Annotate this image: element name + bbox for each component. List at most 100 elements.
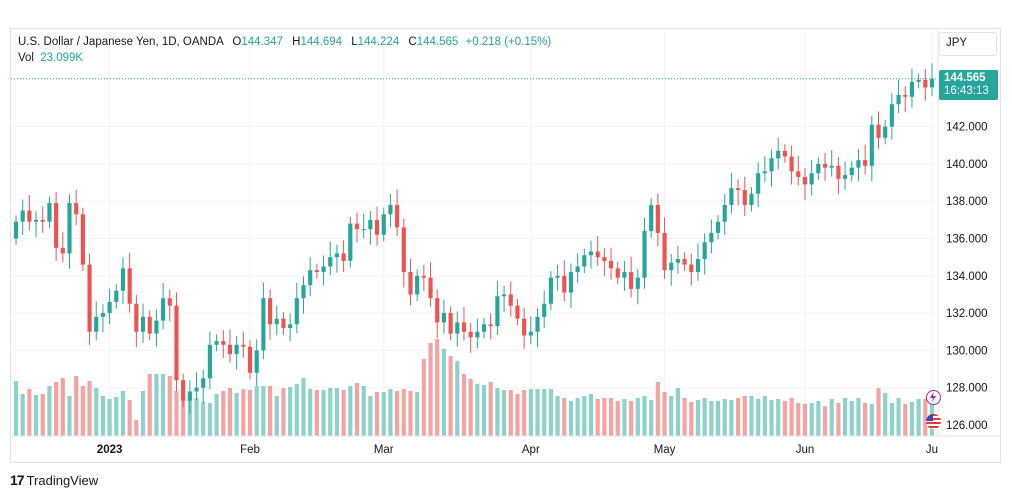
candle[interactable] bbox=[729, 188, 734, 205]
candle[interactable] bbox=[675, 259, 680, 263]
lightning-icon[interactable] bbox=[926, 390, 941, 405]
candle[interactable] bbox=[836, 165, 841, 179]
candle[interactable] bbox=[221, 341, 226, 345]
candle[interactable] bbox=[816, 163, 821, 174]
candle[interactable] bbox=[682, 259, 687, 265]
candle[interactable] bbox=[909, 81, 915, 97]
candle[interactable] bbox=[181, 380, 186, 401]
candle[interactable] bbox=[582, 255, 587, 267]
candle[interactable] bbox=[916, 79, 921, 82]
candle[interactable] bbox=[421, 275, 426, 278]
candle[interactable] bbox=[234, 344, 239, 355]
candle[interactable] bbox=[27, 210, 32, 222]
candle[interactable] bbox=[87, 264, 92, 332]
candle[interactable] bbox=[401, 227, 406, 273]
candle[interactable] bbox=[588, 251, 594, 256]
candle[interactable] bbox=[715, 221, 721, 233]
candle[interactable] bbox=[622, 272, 627, 278]
candle[interactable] bbox=[528, 331, 533, 336]
candle[interactable] bbox=[207, 344, 212, 379]
candle[interactable] bbox=[502, 294, 507, 297]
candle[interactable] bbox=[20, 210, 25, 222]
candle[interactable] bbox=[669, 262, 674, 271]
candle[interactable] bbox=[568, 272, 574, 293]
candle[interactable] bbox=[508, 294, 513, 306]
candle[interactable] bbox=[929, 78, 935, 88]
candle[interactable] bbox=[47, 203, 52, 222]
candle[interactable] bbox=[522, 318, 527, 336]
candle[interactable] bbox=[241, 344, 246, 347]
candle[interactable] bbox=[114, 290, 119, 302]
candle[interactable] bbox=[368, 219, 373, 230]
candle[interactable] bbox=[74, 203, 79, 215]
candle[interactable] bbox=[448, 313, 453, 334]
candle[interactable] bbox=[268, 298, 273, 325]
candle[interactable] bbox=[702, 242, 707, 260]
candle[interactable] bbox=[13, 221, 19, 239]
candle[interactable] bbox=[649, 204, 654, 232]
candle[interactable] bbox=[294, 298, 299, 325]
candle[interactable] bbox=[769, 158, 774, 172]
candle[interactable] bbox=[435, 298, 440, 323]
candle[interactable] bbox=[903, 94, 908, 97]
candle[interactable] bbox=[40, 219, 45, 222]
candle[interactable] bbox=[33, 219, 39, 222]
candle[interactable] bbox=[321, 266, 326, 273]
candle[interactable] bbox=[60, 247, 65, 254]
candle[interactable] bbox=[374, 219, 380, 235]
candle[interactable] bbox=[542, 303, 547, 317]
candle[interactable] bbox=[100, 313, 105, 317]
candle[interactable] bbox=[187, 391, 192, 401]
candle[interactable] bbox=[822, 163, 828, 168]
candle[interactable] bbox=[876, 124, 881, 138]
candle[interactable] bbox=[869, 124, 874, 166]
candle[interactable] bbox=[261, 298, 266, 351]
candle[interactable] bbox=[883, 126, 888, 138]
candle[interactable] bbox=[635, 277, 640, 289]
candle[interactable] bbox=[843, 175, 848, 179]
candle[interactable] bbox=[629, 272, 634, 289]
candle[interactable] bbox=[782, 150, 787, 157]
candle[interactable] bbox=[602, 257, 607, 261]
candle[interactable] bbox=[254, 350, 259, 373]
candle[interactable] bbox=[495, 296, 500, 327]
candle[interactable] bbox=[608, 260, 614, 269]
candle[interactable] bbox=[54, 203, 59, 248]
candle[interactable] bbox=[247, 346, 253, 373]
candle[interactable] bbox=[488, 324, 493, 327]
candle[interactable] bbox=[762, 171, 767, 174]
candle[interactable] bbox=[134, 303, 139, 332]
candle[interactable] bbox=[695, 259, 701, 273]
candle[interactable] bbox=[201, 378, 206, 388]
candle[interactable] bbox=[856, 160, 861, 168]
candle[interactable] bbox=[80, 214, 85, 265]
candle[interactable] bbox=[863, 160, 868, 166]
candle[interactable] bbox=[227, 344, 233, 355]
candle[interactable] bbox=[555, 275, 560, 278]
candle[interactable] bbox=[709, 232, 714, 243]
candle[interactable] bbox=[455, 322, 460, 334]
candle[interactable] bbox=[802, 176, 808, 185]
symbol-title[interactable]: U.S. Dollar / Japanese Yen, 1D, OANDA bbox=[18, 36, 224, 48]
candle[interactable] bbox=[615, 268, 620, 278]
candle[interactable] bbox=[140, 316, 146, 332]
candle[interactable] bbox=[334, 253, 340, 258]
candle[interactable] bbox=[408, 272, 413, 295]
candle[interactable] bbox=[127, 268, 132, 304]
candle[interactable] bbox=[461, 322, 467, 332]
candle[interactable] bbox=[281, 318, 286, 329]
candle[interactable] bbox=[742, 190, 747, 205]
candle[interactable] bbox=[120, 268, 126, 291]
candle[interactable] bbox=[468, 331, 473, 338]
us-flag-icon[interactable] bbox=[926, 414, 941, 429]
candle[interactable] bbox=[107, 301, 112, 314]
candle[interactable] bbox=[655, 204, 660, 233]
candle[interactable] bbox=[575, 266, 580, 273]
candle[interactable] bbox=[809, 173, 814, 185]
candle[interactable] bbox=[889, 104, 894, 127]
candle[interactable] bbox=[749, 193, 754, 205]
currency-button[interactable]: JPY bbox=[939, 32, 997, 56]
candle[interactable] bbox=[796, 171, 801, 177]
candle[interactable] bbox=[341, 253, 346, 261]
